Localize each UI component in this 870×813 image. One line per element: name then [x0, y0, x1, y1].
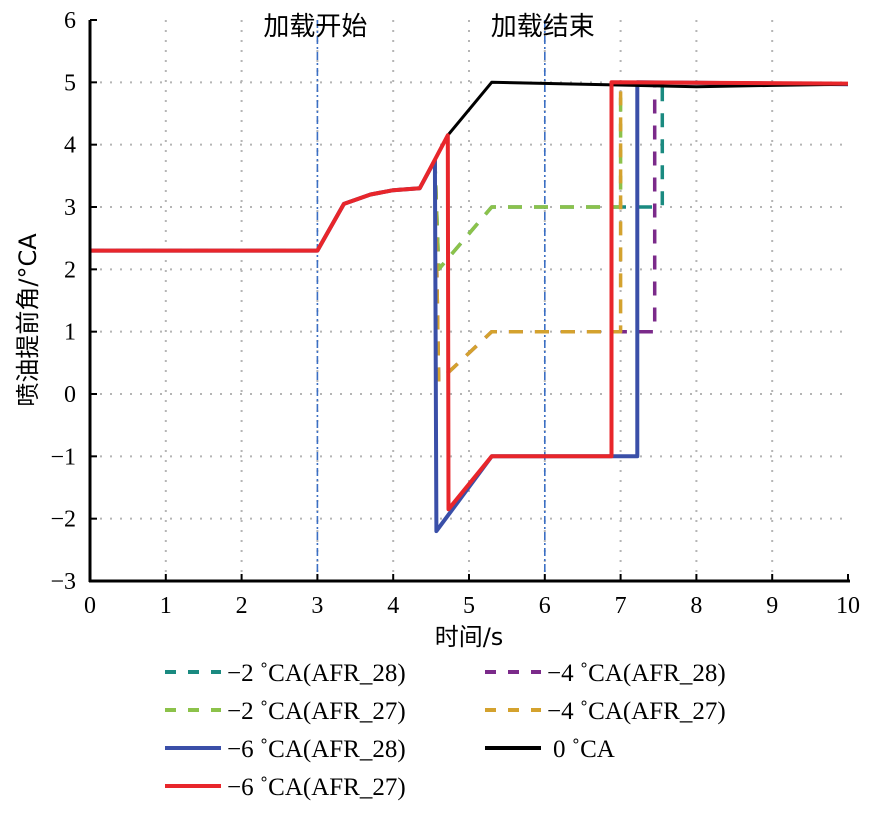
- legend-item: −6 ˚CA(AFR_27): [165, 774, 406, 801]
- x-tick-label: 2: [236, 593, 248, 619]
- legend: −2 ˚CA(AFR_28) −2 ˚CA(AFR_27) −4 ˚CA(AFR_2…: [165, 660, 726, 801]
- annotations: 加载开始 加载结束: [263, 12, 595, 581]
- y-tick-label: 6: [64, 8, 76, 34]
- x-tick-label: 6: [539, 593, 551, 619]
- x-tick-label: 5: [463, 593, 475, 619]
- load-start-label: 加载开始: [263, 12, 367, 42]
- legend-item: −2 ˚CA(AFR_28): [165, 660, 406, 687]
- y-axis-label: 喷油提前角/°CA: [14, 233, 42, 407]
- series-lines: [90, 80, 849, 534]
- y-tick-label: 4: [64, 133, 76, 159]
- x-tick-label: 3: [311, 593, 323, 619]
- series-line-4: [90, 80, 849, 534]
- legend-item: −6 ˚CA(AFR_28): [165, 736, 406, 763]
- legend-label: −2 ˚CA(AFR_27): [227, 698, 406, 725]
- legend-item: −4 ˚CA(AFR_28): [485, 660, 726, 687]
- x-axis-label: 时间/s: [435, 623, 504, 651]
- legend-item: −4 ˚CA(AFR_27): [485, 698, 726, 725]
- legend-label: −4 ˚CA(AFR_27): [547, 698, 726, 725]
- legend-item: −2 ˚CA(AFR_27): [165, 698, 406, 725]
- legend-label: 0 ˚CA: [553, 736, 615, 763]
- x-tick-label: 7: [615, 593, 627, 619]
- y-tick-label: 3: [64, 195, 76, 221]
- x-tick-label: 1: [160, 593, 172, 619]
- series-line-6: [90, 80, 849, 512]
- y-tick-label: −1: [50, 444, 76, 470]
- y-tick-label: 5: [64, 70, 76, 96]
- x-tick-label: 0: [84, 593, 96, 619]
- y-tick-label: 2: [64, 257, 76, 283]
- y-tick-label: 1: [64, 320, 76, 346]
- y-tick-label: 0: [64, 382, 76, 408]
- y-tick-label: −2: [50, 507, 76, 533]
- legend-label: −2 ˚CA(AFR_28): [227, 660, 406, 687]
- x-tick-label: 4: [387, 593, 399, 619]
- series-line-5: [90, 80, 849, 253]
- x-tick-label: 8: [690, 593, 702, 619]
- x-tick-label: 9: [766, 593, 778, 619]
- legend-label: −6 ˚CA(AFR_27): [227, 774, 406, 801]
- legend-label: −6 ˚CA(AFR_28): [227, 736, 406, 763]
- grid: [90, 20, 848, 581]
- legend-label: −4 ˚CA(AFR_28): [547, 660, 726, 687]
- y-tick-label: −3: [50, 569, 76, 595]
- x-tick-label: 10: [836, 593, 860, 619]
- legend-item: 0 ˚CA: [485, 736, 615, 763]
- load-end-label: 加载结束: [491, 12, 595, 42]
- tick-labels: 0 1 2 3 4 5 6 7 8 9 10 −3 −2 −1 0 1 2 3 4 5 6: [50, 8, 860, 619]
- axes: [88, 19, 850, 583]
